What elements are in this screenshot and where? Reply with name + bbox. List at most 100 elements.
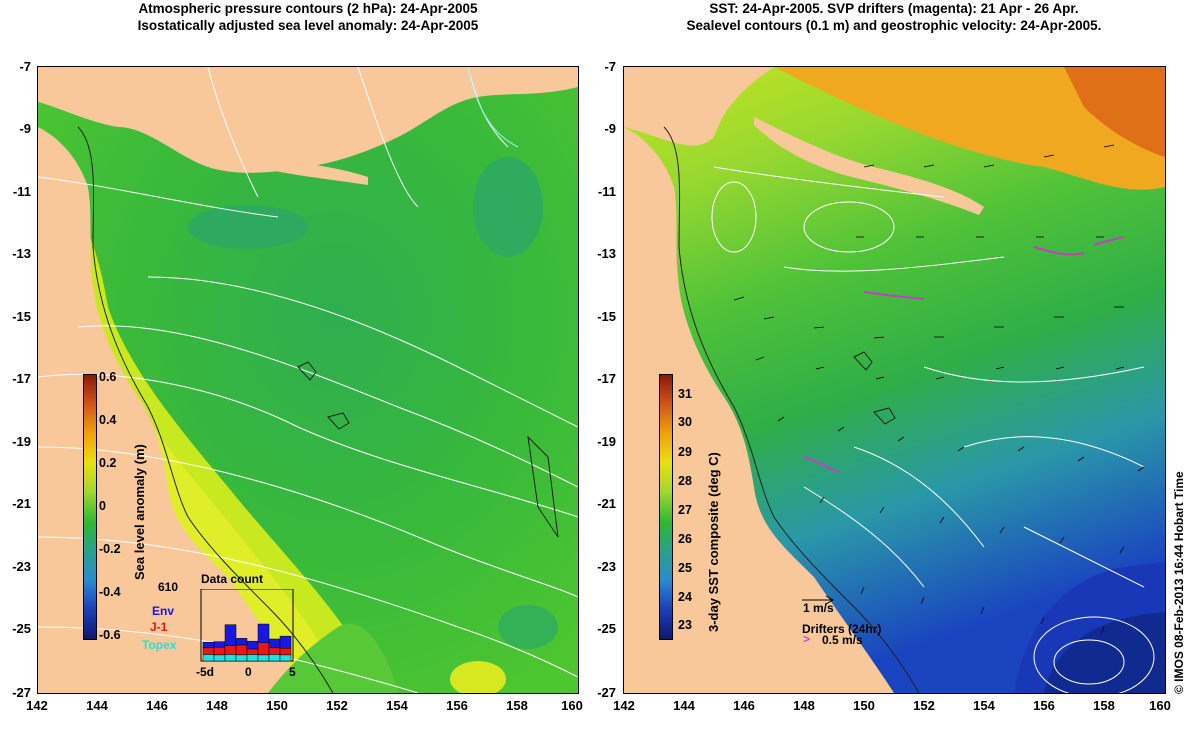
colorbar-tick: 28 [678, 474, 692, 488]
right-title-line1: SST: 24-Apr-2005. SVP drifters (magenta)… [709, 1, 1079, 16]
colorbar-tick: 0 [99, 499, 106, 513]
data-count-xtick: 5 [289, 665, 296, 679]
y-tick: -17 [12, 371, 31, 386]
colorbar-tick: 24 [678, 590, 692, 604]
histogram-bar-env [246, 640, 259, 650]
y-tick: -19 [597, 434, 616, 449]
data-count-xtick: 0 [245, 665, 252, 679]
x-tick: 160 [561, 698, 583, 713]
data-count-title: Data count [201, 572, 264, 586]
left-title-line2: Isostatically adjusted sea level anomaly… [137, 18, 479, 33]
velocity-scale-arrow [802, 595, 835, 604]
histogram-bar-env [213, 641, 226, 648]
legend-env: Env [152, 604, 175, 618]
y-tick: -23 [597, 559, 616, 574]
x-tick: 142 [613, 698, 635, 713]
colorbar-tick: 23 [678, 618, 692, 632]
left-colorbar-label: Sea level anomaly (m) [132, 444, 147, 580]
x-tick: 144 [86, 698, 108, 713]
y-tick: -7 [19, 59, 31, 74]
left-title-line1: Atmospheric pressure contours (2 hPa): 2… [138, 1, 478, 16]
x-tick: 142 [26, 698, 48, 713]
colorbar-tick: 31 [678, 387, 692, 401]
right-colorbar-label: 3-day SST composite (deg C) [706, 452, 721, 632]
histogram-bar-topex [202, 654, 215, 662]
velocity-scale-label: 1 m/s [803, 601, 834, 615]
histogram-bar-j1 [224, 645, 237, 655]
right-colorbar-bar [659, 374, 673, 640]
y-tick: -21 [597, 496, 616, 511]
histogram-bar-j1 [202, 647, 215, 655]
right-map-svg [624, 67, 1165, 693]
colorbar-tick: 25 [678, 561, 692, 575]
colorbar-tick: -0.6 [99, 628, 121, 642]
y-tick: -23 [12, 559, 31, 574]
y-tick: -27 [12, 685, 31, 700]
y-tick: -25 [12, 621, 31, 636]
x-tick: 156 [446, 698, 468, 713]
x-tick: 144 [673, 698, 695, 713]
right-title: SST: 24-Apr-2005. SVP drifters (magenta)… [624, 0, 1164, 34]
data-count-max: 610 [158, 580, 179, 594]
colorbar-tick: -0.2 [99, 542, 121, 556]
left-map-svg [38, 67, 578, 693]
y-tick: -13 [597, 246, 616, 261]
histogram-bar-env [279, 635, 292, 649]
histogram-bar-j1 [246, 648, 259, 655]
histogram-bar-j1 [268, 647, 281, 655]
histogram-bar-topex [213, 654, 226, 662]
y-tick: -15 [12, 309, 31, 324]
colorbar-tick: 0.4 [99, 413, 117, 427]
x-tick: 146 [146, 698, 168, 713]
legend-topex: Topex [142, 638, 177, 652]
x-tick: 146 [733, 698, 755, 713]
x-tick: 150 [853, 698, 875, 713]
histogram-bar-topex [257, 654, 270, 662]
histogram-bar-env [268, 638, 281, 649]
histogram-bar-topex [268, 654, 281, 662]
y-tick: -19 [12, 434, 31, 449]
y-tick: -9 [604, 121, 616, 136]
x-tick: 148 [793, 698, 815, 713]
colorbar-tick: 27 [678, 503, 692, 517]
y-tick: -11 [12, 184, 31, 199]
y-tick: -7 [604, 59, 616, 74]
y-tick: -17 [597, 371, 616, 386]
histogram-bar-env [257, 623, 270, 643]
histogram-bar-topex [235, 654, 248, 662]
y-tick: -11 [597, 184, 616, 199]
left-map-panel [37, 66, 579, 694]
left-colorbar-bar [83, 374, 97, 640]
y-tick: -13 [12, 246, 31, 261]
colorbar-tick: 26 [678, 532, 692, 546]
x-tick: 158 [506, 698, 528, 713]
x-tick: 158 [1093, 698, 1115, 713]
colorbar-tick: -0.4 [99, 585, 121, 599]
histogram-bar-j1 [235, 644, 248, 656]
colorbar-tick: 30 [678, 415, 692, 429]
histogram-bar-topex [224, 654, 237, 662]
colorbar-tick: 0.6 [99, 370, 117, 384]
histogram-bar-env [202, 642, 215, 649]
x-tick: 160 [1149, 698, 1171, 713]
x-tick: 152 [913, 698, 935, 713]
x-tick: 152 [326, 698, 348, 713]
histogram-bar-j1 [213, 646, 226, 656]
histogram-bar-env [224, 624, 237, 646]
right-map-panel [623, 66, 1166, 694]
colorbar-tick: 0.2 [99, 456, 117, 470]
y-tick: -21 [12, 496, 31, 511]
drifter-arrow-icon: > [803, 632, 811, 646]
histogram-bar-j1 [257, 642, 270, 656]
drifter-speed-label: 0.5 m/s [822, 633, 863, 647]
drifter-tracks [803, 236, 1125, 473]
drifters-label: Drifters (24hr) [802, 622, 882, 636]
left-title: Atmospheric pressure contours (2 hPa): 2… [38, 0, 578, 34]
data-count-histogram [200, 589, 294, 662]
y-tick: -25 [597, 621, 616, 636]
y-tick: -9 [19, 121, 31, 136]
x-tick: 150 [266, 698, 288, 713]
histogram-bar-topex [279, 654, 292, 662]
right-title-line2: Sealevel contours (0.1 m) and geostrophi… [686, 18, 1102, 33]
x-tick: 154 [973, 698, 995, 713]
